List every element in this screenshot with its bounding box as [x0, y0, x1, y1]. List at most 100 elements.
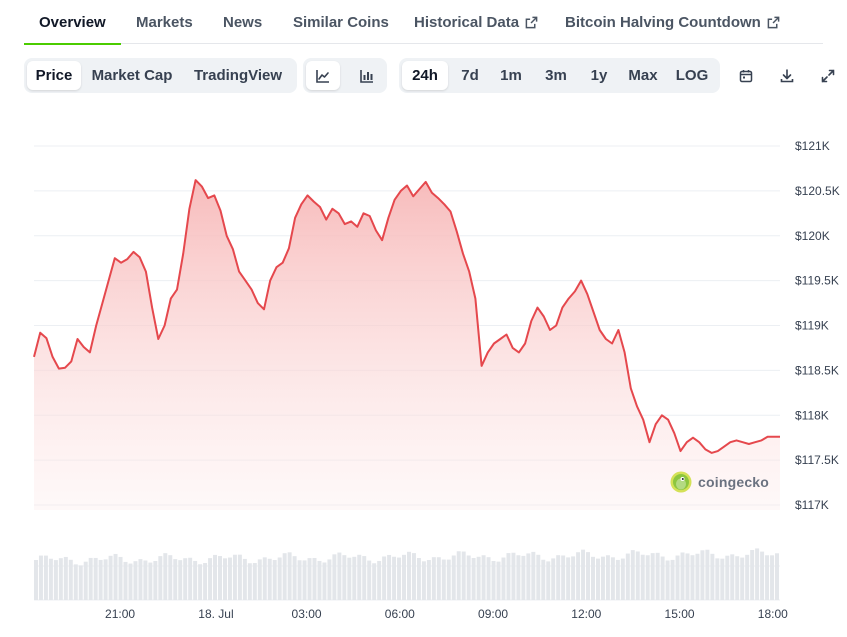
volume-bar — [327, 559, 332, 600]
tab-similar-coins[interactable]: Similar Coins — [293, 0, 389, 44]
volume-bar — [491, 561, 496, 600]
y-axis-ticks: $121K $120.5K $120K $119.5K $119K $118.5K $118… — [795, 139, 840, 512]
volume-bar — [352, 556, 357, 600]
volume-bar — [740, 557, 745, 600]
expand-icon[interactable] — [811, 61, 845, 90]
metric-market-cap-button[interactable]: Market Cap — [91, 67, 173, 84]
volume-bar — [566, 557, 571, 600]
volume-bar — [237, 554, 242, 600]
volume-bar — [595, 558, 600, 600]
volume-bar — [630, 550, 635, 600]
volume-bar — [536, 554, 541, 600]
download-icon[interactable] — [770, 61, 804, 90]
range-max-button[interactable]: Max — [628, 67, 658, 84]
y-tick-label: $119.5K — [795, 274, 839, 288]
volume-bar — [123, 561, 128, 600]
coingecko-gecko-icon — [670, 471, 692, 493]
volume-bar — [600, 556, 605, 600]
volume-bar — [188, 557, 193, 600]
tab-bitcoin-halving-countdown[interactable]: Bitcoin Halving Countdown — [565, 0, 780, 44]
volume-bar — [307, 558, 312, 600]
volume-bar — [173, 559, 178, 600]
page-tabs: Overview Markets News Similar Coins Historic… — [24, 0, 823, 45]
range-1m-button[interactable]: 1m — [500, 67, 522, 84]
volume-bar — [113, 553, 118, 600]
volume-bar — [287, 552, 292, 600]
volume-bar — [775, 553, 779, 600]
y-tick-label: $117K — [795, 498, 829, 512]
y-tick-label: $118K — [795, 408, 829, 422]
metric-tradingview-button[interactable]: TradingView — [193, 67, 283, 84]
volume-bar — [58, 558, 63, 600]
volume-bar — [118, 556, 123, 600]
volume-bar — [675, 555, 680, 600]
volume-bar — [387, 554, 392, 600]
volume-bars — [34, 548, 779, 600]
calendar-icon[interactable] — [729, 61, 763, 90]
volume-bar — [163, 553, 168, 600]
volume-bar — [252, 563, 257, 600]
volume-bar — [183, 558, 188, 600]
volume-bar — [561, 555, 566, 600]
volume-bar — [257, 559, 262, 600]
volume-bar — [203, 563, 208, 600]
volume-bar — [337, 552, 342, 600]
range-3m-button[interactable]: 3m — [545, 67, 567, 84]
tab-overview[interactable]: Overview — [24, 0, 121, 45]
time-range-group: 24h 7d 1m 3m 1y Max LOG — [399, 58, 720, 93]
x-tick-label: 06:00 — [385, 607, 415, 621]
volume-bar — [218, 556, 222, 600]
volume-bar — [342, 555, 347, 600]
x-tick-label: 03:00 — [292, 607, 322, 621]
y-tick-label: $120.5K — [795, 184, 840, 198]
volume-bar — [357, 554, 362, 600]
volume-bar — [755, 548, 760, 600]
volume-bar — [208, 558, 213, 600]
tab-news[interactable]: News — [223, 0, 262, 44]
line-chart-icon[interactable] — [306, 61, 340, 90]
volume-bar — [178, 560, 183, 600]
volume-bar — [312, 557, 317, 600]
volume-bar — [34, 560, 38, 600]
volume-bar — [133, 561, 138, 600]
metric-tab-group: Price Market Cap TradingView — [24, 58, 297, 93]
price-line — [33, 179, 780, 454]
volume-bar — [302, 560, 307, 600]
volume-bar — [730, 554, 735, 600]
y-tick-label: $121K — [795, 139, 830, 153]
volume-bar — [710, 553, 715, 600]
coingecko-watermark: coingecko — [670, 471, 769, 493]
metric-price-button[interactable]: Price — [27, 61, 81, 90]
volume-bar — [242, 558, 247, 600]
range-7d-button[interactable]: 7d — [461, 67, 479, 84]
tab-markets[interactable]: Markets — [136, 0, 193, 44]
volume-bar — [83, 561, 88, 600]
volume-bar — [471, 558, 476, 600]
volume-bar — [531, 551, 536, 600]
tab-historical-data[interactable]: Historical Data — [414, 0, 538, 44]
y-tick-label: $119K — [795, 319, 829, 333]
tab-label: News — [223, 13, 263, 31]
volume-bar — [143, 560, 148, 600]
volume-bar — [262, 557, 267, 600]
volume-bar — [476, 556, 481, 600]
volume-bar — [451, 555, 456, 600]
volume-bar — [456, 551, 461, 600]
volume-bar — [685, 553, 690, 600]
volume-bar — [486, 557, 491, 600]
candlestick-chart-icon[interactable] — [350, 61, 384, 90]
volume-bar — [496, 561, 501, 600]
volume-bar — [128, 563, 133, 600]
volume-bar — [625, 553, 630, 600]
range-log-button[interactable]: LOG — [675, 67, 709, 84]
range-24h-button[interactable]: 24h — [402, 61, 448, 90]
volume-bar — [277, 557, 282, 600]
volume-bar — [770, 555, 775, 600]
range-1y-button[interactable]: 1y — [590, 67, 608, 84]
price-chart[interactable]: $121K $120.5K $120K $119.5K $119K $118.5K $118… — [0, 100, 847, 637]
volume-bar — [93, 557, 98, 600]
volume-bar — [292, 556, 297, 600]
external-link-icon — [525, 16, 538, 28]
x-axis-ticks: 21:00 18. Jul 03:00 06:00 09:00 12:00 15:00 18:… — [105, 607, 788, 621]
volume-bar — [282, 553, 287, 600]
